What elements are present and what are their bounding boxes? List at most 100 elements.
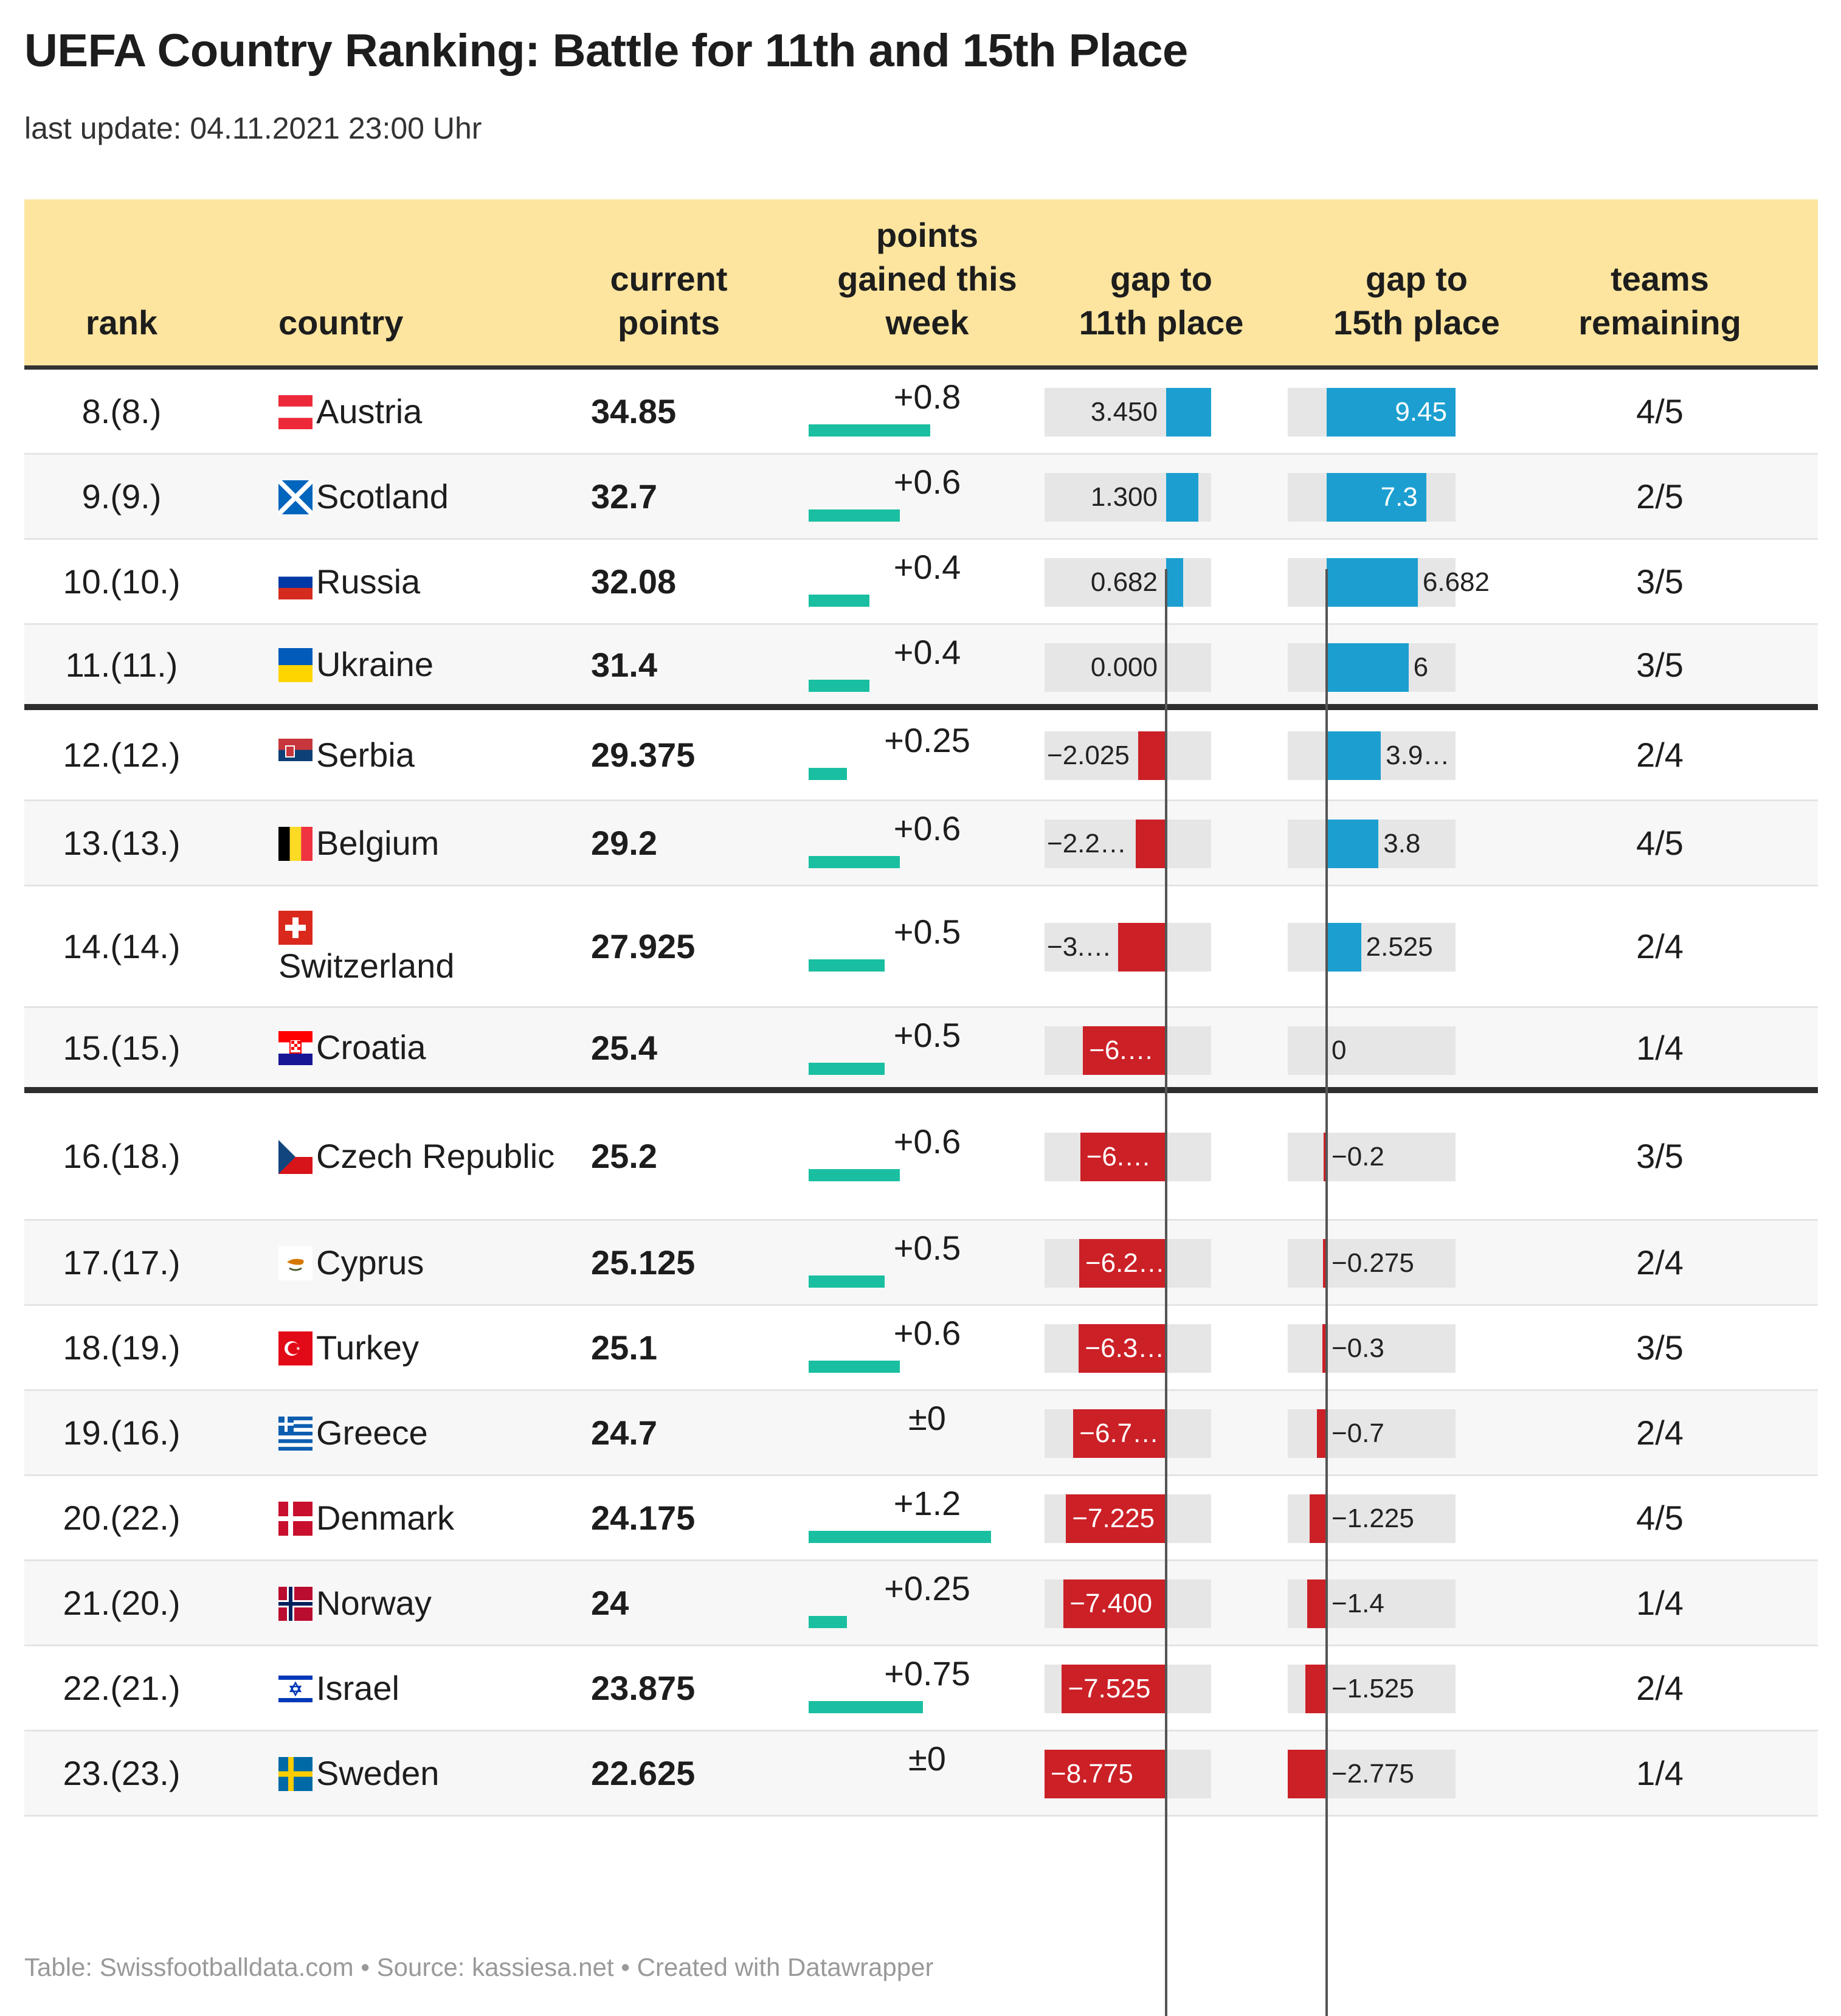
gap11-bar [1062,1665,1166,1713]
header-gap15-line2: 15th place [1333,303,1500,342]
country-content: Serbia [278,736,415,775]
gap11-value: −2.025 [1047,740,1130,770]
country-name: Denmark [316,1498,455,1537]
gap15-bar [1307,1579,1327,1628]
rank-cell: 12.(12.) [63,736,181,774]
country-name: Ukraine [316,645,433,683]
teams-remaining: 2/4 [1636,1414,1684,1452]
gap11-value: −2.2… [1047,829,1127,858]
gain-bar [809,1361,900,1373]
table-row: 11.(11.) Ukraine 31.4 +0.4 0.000 6 3/5 [24,625,1818,710]
current-points: 34.85 [591,392,677,430]
country-cell: Belgium [278,801,582,885]
header-current-points: current points [572,257,766,345]
gap11-value: −6.7… [1079,1418,1159,1448]
gap15-bar [1327,558,1418,607]
gain-value: +0.5 [893,1229,961,1267]
gap15-value: −2.775 [1332,1759,1414,1789]
gain-bar [809,1701,923,1713]
country-cell: Turkey [278,1306,582,1389]
country-cell: Norway [278,1561,582,1645]
chart-title: UEFA Country Ranking: Battle for 11th an… [24,25,1188,77]
gain-bar [809,509,900,522]
gap11-axis [1165,569,1167,2016]
table-row: 15.(15.) Croatia 25.4 +0.5 −6.… 0 1/4 [24,1008,1818,1093]
gap15-value: −1.525 [1332,1674,1414,1704]
rank-cell: 17.(17.) [63,1243,181,1282]
table-header: rank country current points points gaine… [24,199,1818,370]
gap11-value: 0.682 [1090,567,1158,597]
header-gained-line3: week [885,303,969,342]
table-row: 10.(10.) Russia 32.08 +0.4 0.682 6.682 3/5 [24,540,1818,625]
gap11-value: −7.225 [1072,1503,1155,1533]
teams-remaining: 2/4 [1636,1243,1684,1282]
country-name: Greece [316,1413,428,1452]
gain-bar [809,856,900,868]
gap15-value: 2.525 [1366,932,1433,962]
gap15-value: −1.4 [1332,1589,1384,1618]
header-teams-line1: teams [1611,260,1709,298]
header-rank: rank [85,303,158,342]
header-gap11-line2: 11th place [1079,303,1244,342]
rank-cell: 18.(19.) [63,1328,181,1367]
gain-bar [809,1169,900,1181]
teams-remaining: 3/5 [1636,1137,1684,1175]
gain-bar [809,595,869,607]
country-name: Israel [316,1668,399,1707]
teams-remaining: 1/4 [1636,1584,1684,1622]
teams-remaining: 2/4 [1636,1669,1684,1707]
country-cell: Israel [278,1646,582,1730]
belgium-flag-icon [278,826,313,861]
gain-value: +0.75 [884,1654,970,1693]
country-name: Switzerland [278,946,455,985]
russia-flag-icon [278,565,313,599]
gain-value: +0.6 [893,809,961,847]
gap11-value: −7.525 [1068,1674,1151,1704]
country-content: Greece [278,1414,428,1452]
teams-remaining: 3/5 [1636,645,1684,684]
rank-cell: 15.(15.) [63,1028,181,1067]
gap15-value: −0.7 [1332,1418,1384,1448]
country-content: Ukraine [278,645,433,684]
gap11-bar [1080,1133,1166,1181]
country-name: Scotland [316,477,449,516]
gap11-value: −6.… [1089,1035,1154,1065]
gap11-bar [1166,473,1198,522]
gap15-bar [1324,1133,1327,1181]
current-points: 25.125 [591,1243,696,1282]
table-row: 14.(14.) Switzerland 27.925 +0.5 −3.… 2.525 2/… [24,886,1818,1008]
country-name: Czech Republic [316,1136,555,1175]
rank-cell: 19.(16.) [63,1414,181,1452]
gap15-bar-bg [1288,1133,1456,1181]
country-content: Austria [278,392,422,431]
gap15-bar [1327,923,1361,972]
country-name: Belgium [316,823,440,862]
gap15-bar [1327,473,1426,522]
gap15-axis [1325,569,1328,2016]
teams-remaining: 1/4 [1636,1754,1684,1792]
teams-remaining: 4/5 [1636,824,1684,862]
header-gained-line2: gained this [837,260,1017,298]
country-content: Denmark [278,1499,454,1538]
gap15-bar-bg [1288,1409,1456,1458]
country-cell: Serbia [278,710,582,799]
gap15-bar [1309,1494,1327,1543]
current-points: 27.925 [591,927,696,965]
gap15-bar-bg [1288,1026,1456,1075]
gap15-value: 6.682 [1422,567,1490,597]
current-points: 23.875 [591,1669,696,1707]
gap11-bar [1079,1324,1166,1373]
country-cell: Scotland [278,455,582,538]
gap11-bar [1063,1579,1166,1628]
country-cell: Russia [278,540,582,623]
table-row: 19.(16.) Greece 24.7 ±0 −6.7… −0.7 2/4 [24,1391,1818,1476]
country-cell: Croatia [278,1008,582,1087]
gap15-bar-bg [1288,1239,1456,1288]
header-gap15-line1: gap to [1366,260,1468,298]
gap15-bar [1316,1409,1327,1458]
table-row: 21.(20.) Norway 24 +0.25 −7.400 −1.4 1/4 [24,1561,1818,1646]
chart-subtitle: last update: 04.11.2021 23:00 Uhr [24,111,482,145]
gap11-bar [1045,1750,1166,1798]
teams-remaining: 1/4 [1636,1028,1684,1067]
rank-cell: 13.(13.) [63,824,181,862]
